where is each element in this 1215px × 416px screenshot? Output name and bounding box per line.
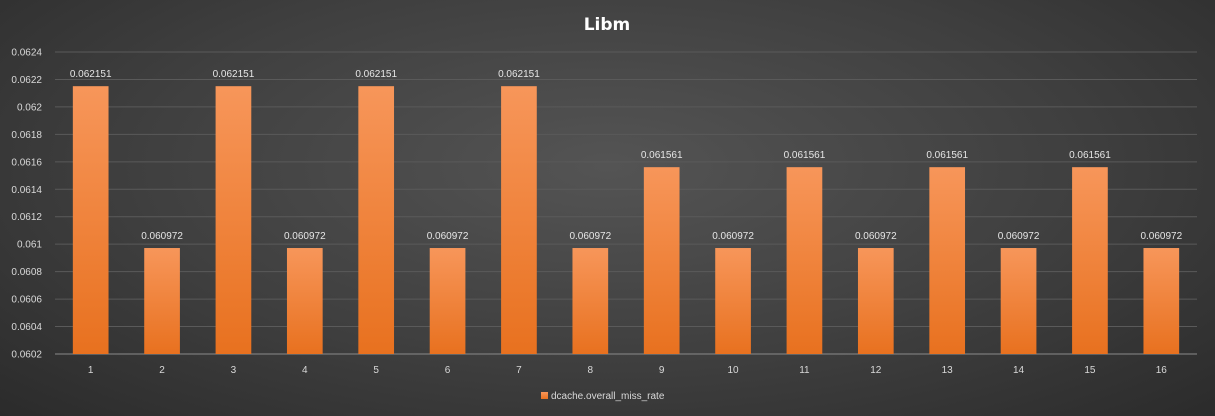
bar — [715, 248, 751, 354]
legend-swatch — [541, 392, 548, 399]
bar — [929, 167, 966, 354]
y-tick-label: 0.0606 — [11, 295, 42, 306]
x-tick-label: 7 — [516, 365, 522, 376]
y-tick-label: 0.0602 — [11, 350, 42, 361]
data-label: 0.060972 — [998, 231, 1040, 242]
bar — [144, 248, 180, 354]
x-tick-label: 9 — [659, 365, 665, 376]
bar — [358, 86, 395, 354]
data-label: 0.061561 — [784, 150, 826, 161]
bar — [857, 248, 894, 354]
data-label: 0.062151 — [355, 69, 397, 80]
data-label: 0.060972 — [284, 231, 326, 242]
data-label: 0.060972 — [855, 231, 897, 242]
data-label: 0.062151 — [213, 69, 255, 80]
x-tick-label: 16 — [1156, 365, 1168, 376]
x-tick-label: 6 — [445, 365, 451, 376]
x-tick-label: 10 — [728, 365, 740, 376]
y-tick-label: 0.0616 — [11, 157, 42, 168]
data-label: 0.060972 — [141, 231, 183, 242]
x-tick-label: 8 — [588, 365, 594, 376]
bar — [572, 248, 609, 354]
data-label: 0.061561 — [641, 150, 683, 161]
data-label: 0.060972 — [1140, 231, 1182, 242]
data-label: 0.061561 — [1069, 150, 1111, 161]
x-tick-label: 5 — [373, 365, 379, 376]
bar — [72, 86, 109, 354]
legend-entry: dcache.overall_miss_rate — [551, 391, 665, 402]
bar — [215, 86, 252, 354]
bar — [286, 248, 323, 354]
y-tick-label: 0.0618 — [11, 130, 42, 141]
x-tick-label: 13 — [942, 365, 954, 376]
legend: dcache.overall_miss_rate — [541, 391, 665, 402]
x-tick-label: 1 — [88, 365, 94, 376]
bar — [643, 167, 680, 354]
data-label: 0.061561 — [926, 150, 968, 161]
x-tick-label: 14 — [1013, 365, 1025, 376]
x-tick-label: 2 — [159, 365, 165, 376]
data-label: 0.060972 — [427, 231, 469, 242]
x-tick-label: 4 — [302, 365, 308, 376]
y-tick-label: 0.0608 — [11, 267, 42, 278]
bar — [501, 86, 537, 354]
bar — [1072, 167, 1108, 354]
x-tick-label: 12 — [870, 365, 882, 376]
y-tick-label: 0.0614 — [11, 185, 42, 196]
chart-title: Libm — [584, 15, 631, 35]
data-label: 0.062151 — [70, 69, 112, 80]
y-tick-label: 0.061 — [17, 240, 42, 251]
y-tick-label: 0.0612 — [11, 212, 42, 223]
data-label: 0.062151 — [498, 69, 540, 80]
y-tick-label: 0.0622 — [11, 75, 42, 86]
bar — [429, 248, 466, 354]
data-label: 0.060972 — [712, 231, 754, 242]
bar — [786, 167, 823, 354]
bar — [1000, 248, 1037, 354]
y-tick-label: 0.0604 — [11, 322, 42, 333]
x-tick-label: 15 — [1084, 365, 1096, 376]
data-label: 0.060972 — [569, 231, 611, 242]
x-tick-label: 3 — [231, 365, 237, 376]
x-tick-label: 11 — [799, 365, 810, 376]
bar — [1143, 248, 1180, 354]
y-tick-label: 0.062 — [17, 102, 42, 113]
y-tick-label: 0.0624 — [11, 48, 42, 59]
